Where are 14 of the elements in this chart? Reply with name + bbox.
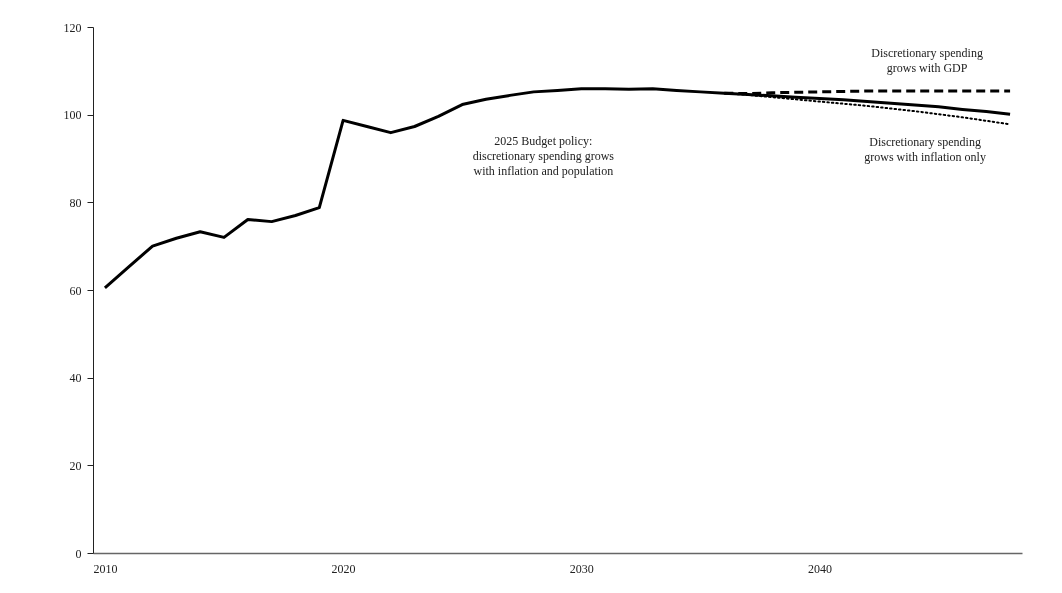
x-tick-label: 2040	[808, 561, 833, 576]
x-tick-label: 2030	[569, 561, 594, 576]
x-tick-label: 2010	[93, 561, 118, 576]
y-tick-label: 100	[63, 108, 82, 123]
y-tick-label: 120	[63, 20, 82, 35]
text: 2025 Budget policy: discretionary spending grows with inflation and population	[472, 133, 615, 178]
series-label: Discretionary spending grows with GDP	[871, 46, 983, 75]
series-label: Discretionary spending grows with inflation only	[864, 135, 986, 165]
y-tick-label: 40	[69, 371, 82, 386]
x-tick-label: 2020	[331, 561, 356, 576]
y-tick-label: 60	[69, 283, 82, 298]
y-tick-label: 20	[69, 458, 82, 473]
y-tick-label: 0	[75, 546, 82, 561]
y-tick-label: 80	[69, 195, 82, 210]
